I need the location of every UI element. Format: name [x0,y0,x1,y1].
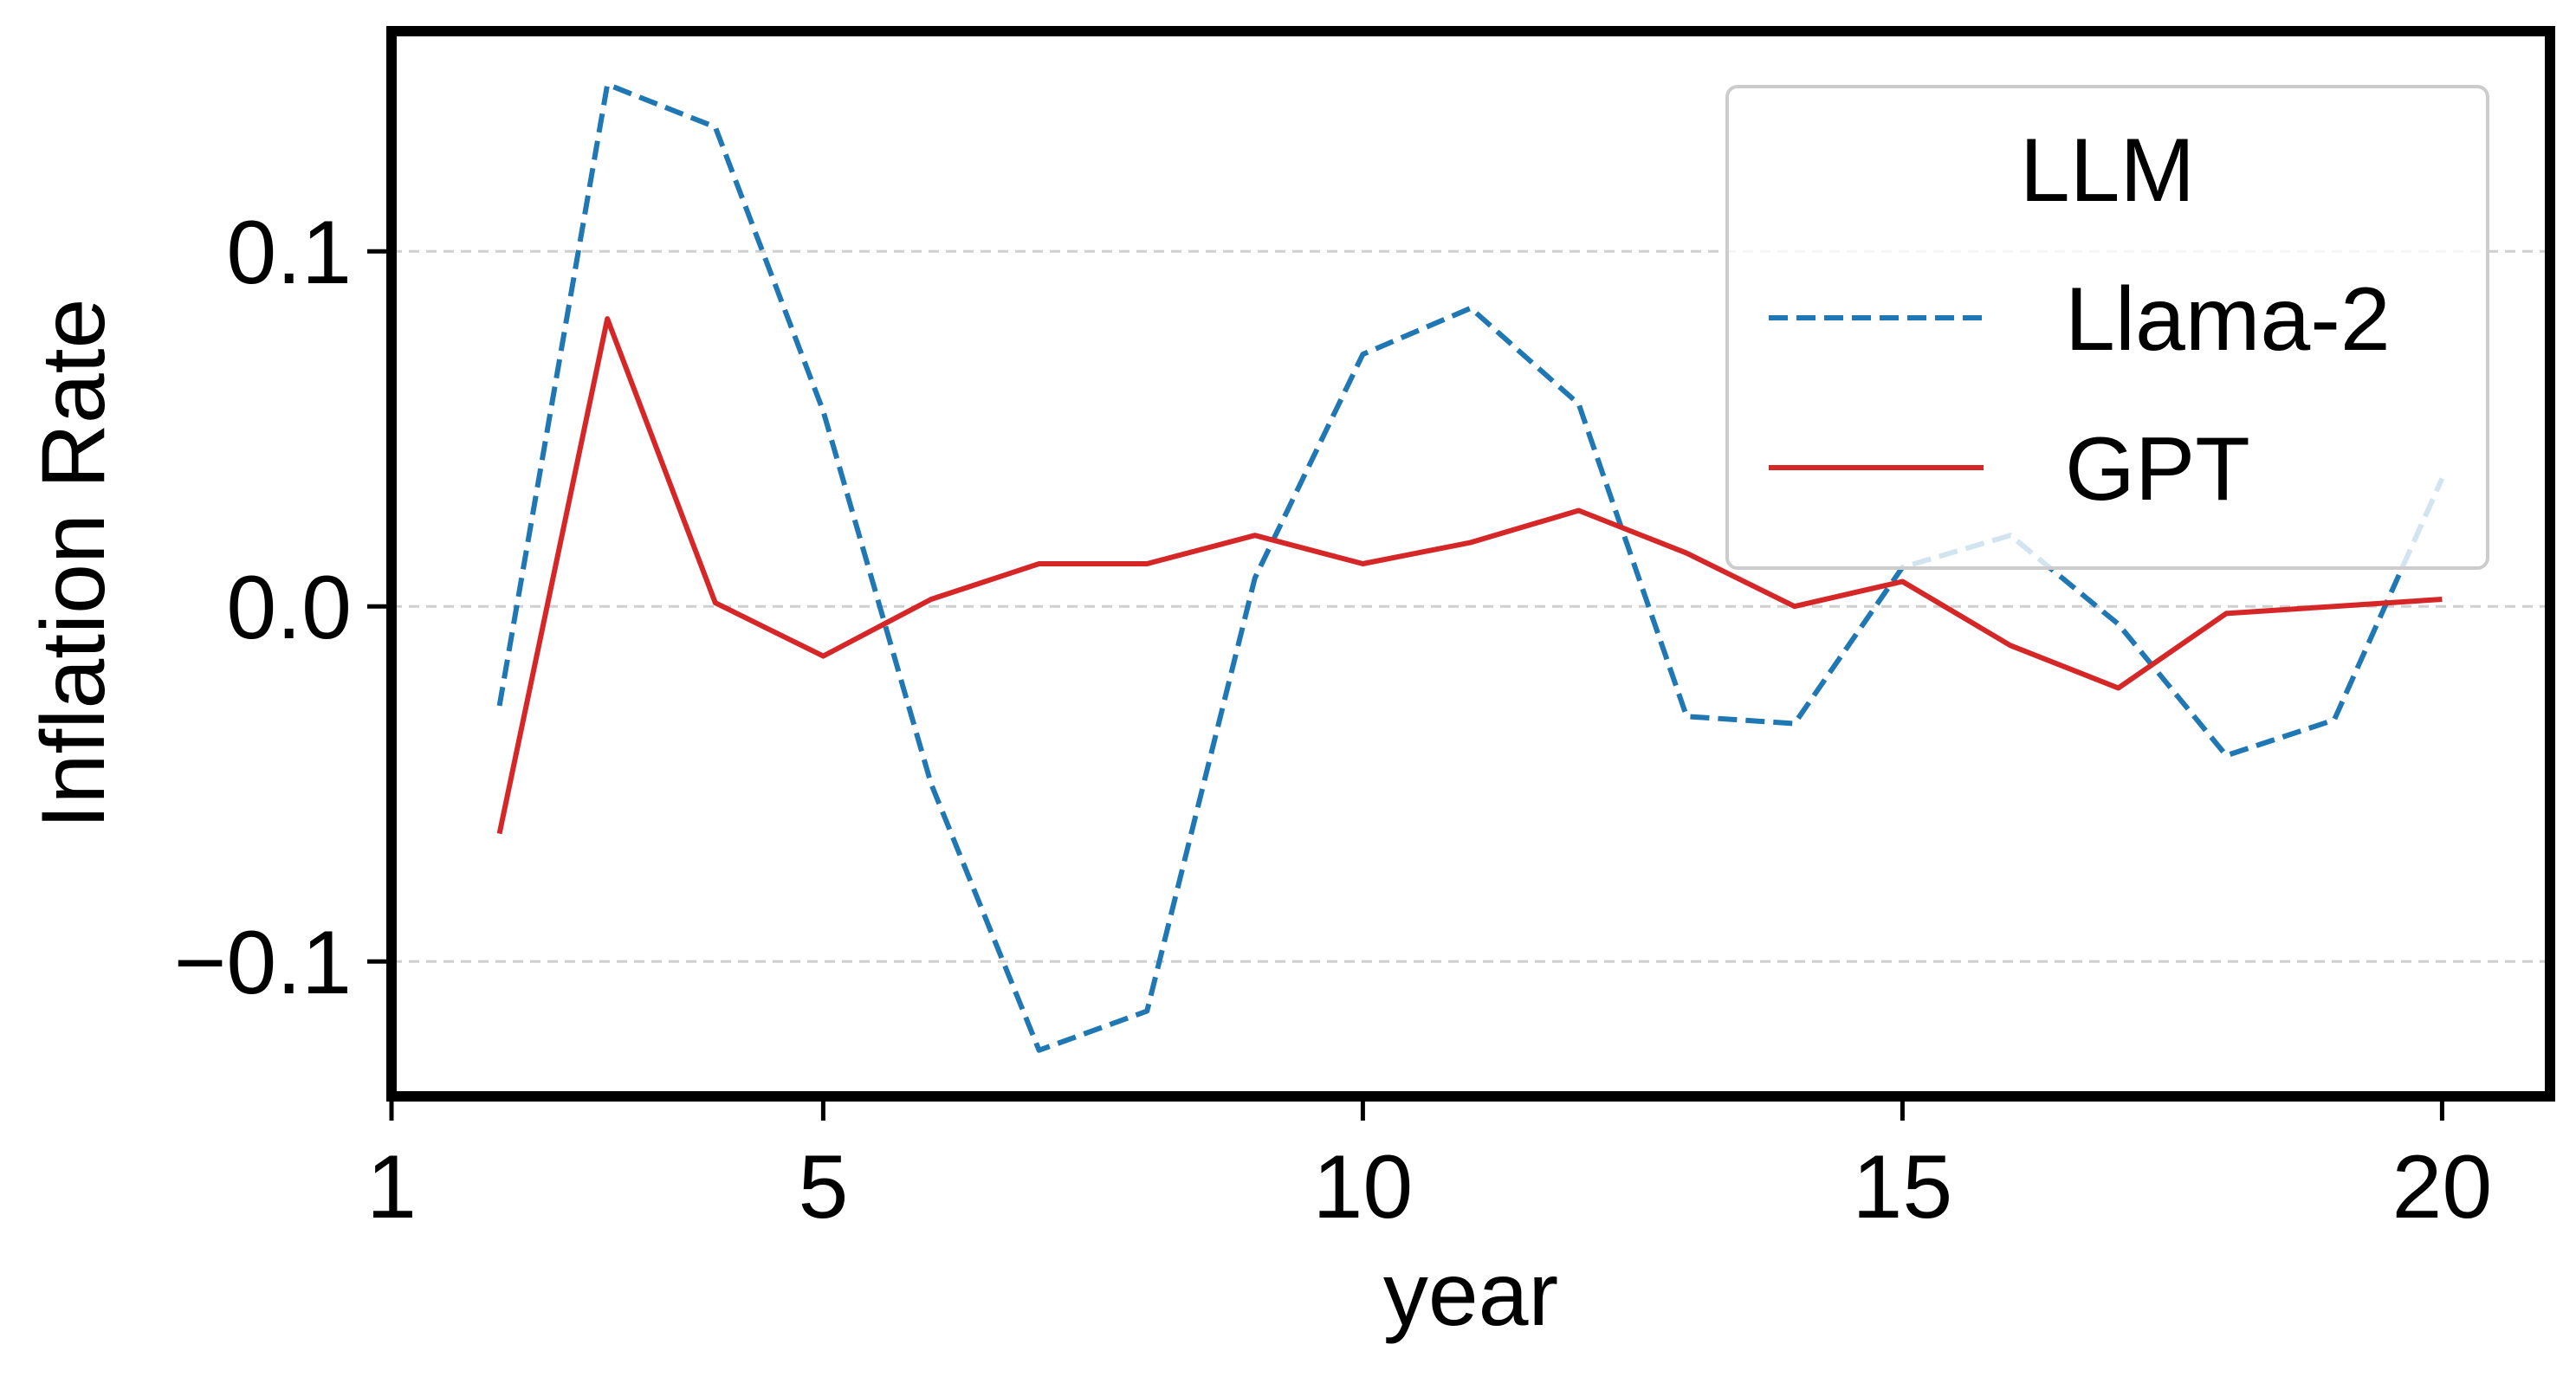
x-tick-label-4: 20 [2392,1137,2493,1238]
legend-label-llama-2: Llama-2 [2065,269,2391,370]
axes-frame [386,26,2555,1102]
series-line-gpt [496,316,2443,835]
y-gridlines [392,249,2550,963]
x-axis-ticks: 1 5 10 15 20 [366,1102,2492,1238]
y-axis-label: Inflation Rate [23,299,124,830]
legend: LLM Llama-2 GPT [1725,85,2489,570]
x-tick-label-0: 1 [366,1137,417,1238]
plot-area [392,81,2550,1053]
x-tick-label-1: 5 [798,1137,848,1238]
series-lines [496,81,2445,1053]
x-tick-label-2: 10 [1313,1137,1414,1238]
legend-label-gpt: GPT [2065,419,2250,520]
y-tick-label-1: 0.0 [226,558,352,658]
x-axis-label: year [1383,1244,1558,1345]
x-tick-label-3: 15 [1853,1137,1953,1238]
y-tick-label-2: 0.1 [226,203,352,303]
legend-box [1725,85,2489,570]
y-tick-label-0: −0.1 [174,913,352,1013]
y-axis-ticks: −0.1 0.0 0.1 [174,203,386,1013]
legend-title: LLM [2020,120,2195,221]
